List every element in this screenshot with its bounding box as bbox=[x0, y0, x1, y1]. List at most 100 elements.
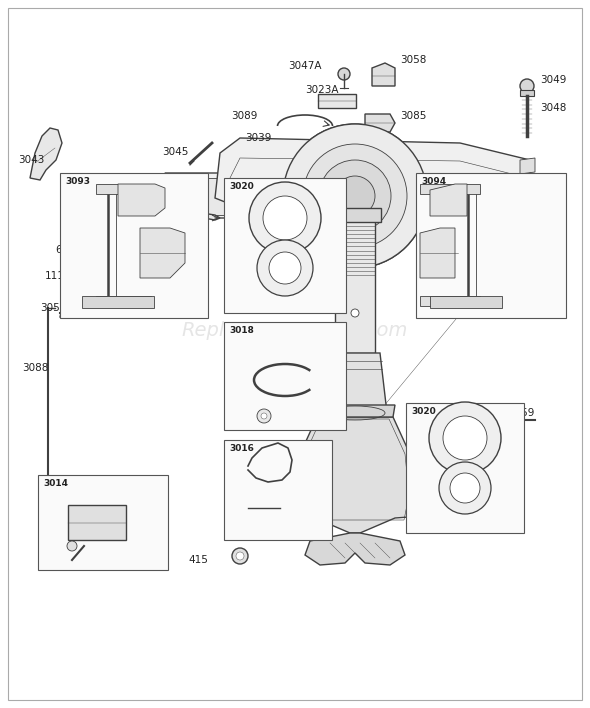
Text: 3026: 3026 bbox=[418, 277, 444, 287]
Text: 3016: 3016 bbox=[229, 444, 254, 453]
Text: 3020: 3020 bbox=[411, 407, 436, 416]
Text: 3089: 3089 bbox=[232, 111, 258, 121]
Circle shape bbox=[335, 176, 375, 216]
Circle shape bbox=[236, 552, 244, 560]
Circle shape bbox=[95, 225, 111, 241]
Bar bbox=[130, 194, 158, 206]
Circle shape bbox=[303, 144, 407, 248]
Circle shape bbox=[319, 136, 325, 142]
Text: 614A: 614A bbox=[55, 245, 82, 255]
Circle shape bbox=[385, 250, 391, 256]
Circle shape bbox=[450, 473, 480, 503]
Bar bbox=[68, 505, 126, 540]
Circle shape bbox=[409, 160, 415, 166]
Bar bbox=[96, 296, 151, 306]
Bar bbox=[170, 178, 510, 215]
Circle shape bbox=[232, 548, 248, 564]
Circle shape bbox=[319, 160, 391, 232]
Text: 3081: 3081 bbox=[70, 223, 96, 233]
Circle shape bbox=[99, 229, 107, 237]
Polygon shape bbox=[520, 176, 535, 192]
Bar bbox=[329, 208, 381, 222]
Circle shape bbox=[338, 68, 350, 80]
Text: 3039: 3039 bbox=[245, 133, 272, 143]
Text: 3085: 3085 bbox=[400, 111, 427, 121]
Polygon shape bbox=[315, 405, 395, 417]
Bar bbox=[224, 178, 346, 313]
Circle shape bbox=[455, 285, 469, 299]
Text: 3023A: 3023A bbox=[305, 85, 339, 95]
Polygon shape bbox=[430, 184, 467, 216]
Text: 3045: 3045 bbox=[162, 147, 188, 157]
Circle shape bbox=[295, 226, 301, 232]
Circle shape bbox=[84, 203, 96, 215]
Circle shape bbox=[439, 462, 491, 514]
Text: 3059: 3059 bbox=[508, 408, 535, 418]
Text: 3044: 3044 bbox=[100, 195, 126, 205]
Bar bbox=[318, 94, 356, 108]
Circle shape bbox=[458, 288, 466, 295]
Bar bbox=[165, 175, 183, 216]
Text: 3047A: 3047A bbox=[289, 61, 322, 71]
Circle shape bbox=[351, 309, 359, 317]
Polygon shape bbox=[95, 206, 220, 220]
Circle shape bbox=[87, 206, 93, 212]
Text: 3088: 3088 bbox=[22, 363, 48, 373]
Bar bbox=[224, 440, 332, 540]
Text: 3022: 3022 bbox=[224, 405, 250, 415]
Polygon shape bbox=[295, 417, 415, 533]
Text: 3048: 3048 bbox=[540, 103, 566, 113]
Circle shape bbox=[409, 226, 415, 232]
Bar bbox=[520, 90, 534, 96]
Bar bbox=[60, 173, 208, 318]
Circle shape bbox=[303, 144, 407, 248]
Text: 3049: 3049 bbox=[540, 75, 566, 85]
Polygon shape bbox=[365, 114, 395, 132]
Circle shape bbox=[283, 124, 427, 268]
Bar bbox=[406, 403, 524, 533]
Bar bbox=[335, 220, 375, 353]
Text: 3018: 3018 bbox=[229, 326, 254, 335]
Text: 3014: 3014 bbox=[43, 479, 68, 488]
Text: 3038: 3038 bbox=[148, 203, 175, 213]
Circle shape bbox=[319, 160, 391, 232]
Circle shape bbox=[496, 192, 504, 200]
Circle shape bbox=[443, 416, 487, 460]
Circle shape bbox=[429, 402, 501, 474]
Circle shape bbox=[67, 541, 77, 551]
Text: 415: 415 bbox=[188, 555, 208, 565]
Text: 3094: 3094 bbox=[421, 177, 446, 186]
Polygon shape bbox=[165, 173, 525, 223]
Polygon shape bbox=[323, 353, 387, 413]
Bar bbox=[96, 184, 151, 194]
Circle shape bbox=[249, 182, 321, 254]
Bar bbox=[430, 296, 502, 308]
Polygon shape bbox=[520, 158, 535, 174]
Bar bbox=[38, 475, 168, 570]
Text: ReplacementParts.com: ReplacementParts.com bbox=[182, 321, 408, 340]
Polygon shape bbox=[372, 63, 395, 86]
Circle shape bbox=[295, 160, 301, 166]
Bar bbox=[420, 296, 480, 306]
Circle shape bbox=[257, 409, 271, 423]
Polygon shape bbox=[215, 138, 530, 208]
Circle shape bbox=[283, 124, 427, 268]
Circle shape bbox=[176, 192, 184, 200]
Text: 3058: 3058 bbox=[400, 55, 427, 65]
Text: 111: 111 bbox=[45, 271, 65, 281]
Polygon shape bbox=[140, 228, 185, 278]
Polygon shape bbox=[432, 283, 442, 294]
Text: 3043: 3043 bbox=[18, 155, 44, 165]
Text: 3083: 3083 bbox=[68, 179, 94, 189]
Circle shape bbox=[520, 79, 534, 93]
Bar bbox=[505, 175, 525, 216]
Polygon shape bbox=[420, 228, 455, 278]
Text: 3057: 3057 bbox=[40, 303, 66, 313]
Circle shape bbox=[269, 252, 301, 284]
Circle shape bbox=[385, 136, 391, 142]
Circle shape bbox=[257, 240, 313, 296]
Text: 3080: 3080 bbox=[472, 281, 498, 291]
Circle shape bbox=[335, 176, 375, 216]
Bar bbox=[224, 322, 346, 430]
Bar bbox=[420, 184, 480, 194]
